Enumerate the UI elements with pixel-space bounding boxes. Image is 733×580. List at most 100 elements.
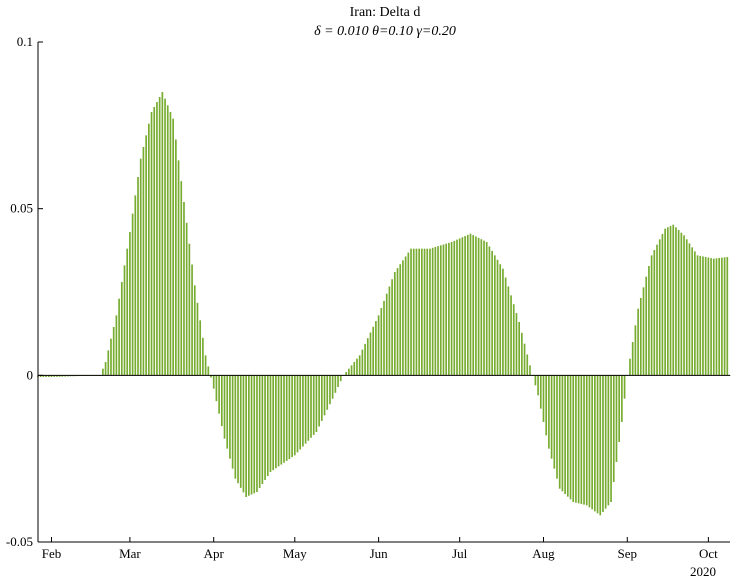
bar <box>477 237 480 376</box>
bar <box>223 375 226 439</box>
bar <box>585 375 588 506</box>
bar <box>69 375 72 377</box>
bar <box>369 332 372 376</box>
x-tick-label: Feb <box>42 546 62 561</box>
bar <box>288 375 291 460</box>
bars <box>37 92 731 516</box>
bar <box>521 332 523 376</box>
bar <box>310 375 312 438</box>
x-tick-label: Mar <box>119 546 141 561</box>
chart-title: Iran: Delta d <box>350 5 421 20</box>
bar <box>621 375 623 422</box>
bar <box>169 112 172 376</box>
bar <box>534 375 537 386</box>
bar <box>407 252 410 376</box>
bar <box>177 160 180 376</box>
bar <box>380 308 383 376</box>
bar <box>437 246 439 376</box>
bar <box>683 235 685 376</box>
bar <box>423 248 426 376</box>
bar <box>196 302 199 376</box>
bar <box>542 375 545 422</box>
bar <box>696 255 699 376</box>
bar <box>248 375 250 496</box>
bar <box>488 246 491 376</box>
bar <box>677 230 680 376</box>
bar <box>688 243 691 376</box>
bar <box>493 255 496 376</box>
bar <box>418 248 420 376</box>
bar <box>712 258 715 376</box>
bar <box>518 322 520 376</box>
bar <box>388 286 391 376</box>
bar <box>680 232 683 376</box>
bar <box>150 112 153 376</box>
bar <box>56 375 58 377</box>
bar <box>107 350 110 376</box>
bar <box>272 375 275 471</box>
bar <box>64 375 66 377</box>
bar <box>191 264 193 376</box>
bar <box>415 248 418 376</box>
bar <box>231 375 234 469</box>
bar <box>550 375 553 459</box>
bar <box>556 375 558 479</box>
bar <box>580 375 583 504</box>
bar <box>320 375 323 421</box>
bar <box>102 368 104 376</box>
bar <box>134 195 137 376</box>
bar <box>656 244 658 376</box>
bar <box>245 375 247 497</box>
bar <box>296 375 299 453</box>
x-tick-label: Oct <box>699 546 718 561</box>
bar <box>472 235 475 376</box>
bar <box>385 293 388 376</box>
bar <box>137 177 139 376</box>
bar <box>331 375 334 399</box>
bar <box>721 257 723 376</box>
bar <box>329 375 331 405</box>
bar <box>229 375 231 459</box>
bar <box>161 92 164 376</box>
bar <box>604 375 607 509</box>
bar <box>594 375 596 512</box>
bar <box>104 362 107 376</box>
bar <box>442 244 445 376</box>
bar <box>618 375 621 442</box>
bar <box>669 226 672 376</box>
bar <box>453 240 456 376</box>
bar <box>610 375 612 502</box>
bar <box>58 375 61 377</box>
bar <box>353 362 356 376</box>
bar <box>264 375 266 480</box>
bar <box>156 102 158 376</box>
bar <box>204 355 207 376</box>
bar <box>377 315 380 376</box>
bar <box>675 227 677 376</box>
x-ticks: Feb Mar Apr May Jun Jul Aug Sep Oct <box>42 537 718 561</box>
bar <box>118 298 120 376</box>
y-tick-label: 0.1 <box>17 34 33 49</box>
bar <box>577 375 580 504</box>
bar <box>326 375 329 410</box>
bar <box>642 287 645 376</box>
bar <box>250 375 253 495</box>
bar <box>207 366 210 376</box>
bar <box>115 315 118 376</box>
bar <box>112 327 115 376</box>
bar <box>145 135 147 376</box>
bar <box>158 97 161 376</box>
bar <box>431 247 434 376</box>
bar <box>266 375 269 476</box>
bar <box>258 375 261 488</box>
bar <box>718 258 721 376</box>
bar <box>672 224 675 376</box>
bar <box>658 239 661 376</box>
bar <box>526 354 529 376</box>
bar <box>456 239 458 376</box>
bar <box>139 158 142 376</box>
bar <box>175 139 177 376</box>
bar <box>212 375 215 389</box>
bar <box>142 147 145 376</box>
